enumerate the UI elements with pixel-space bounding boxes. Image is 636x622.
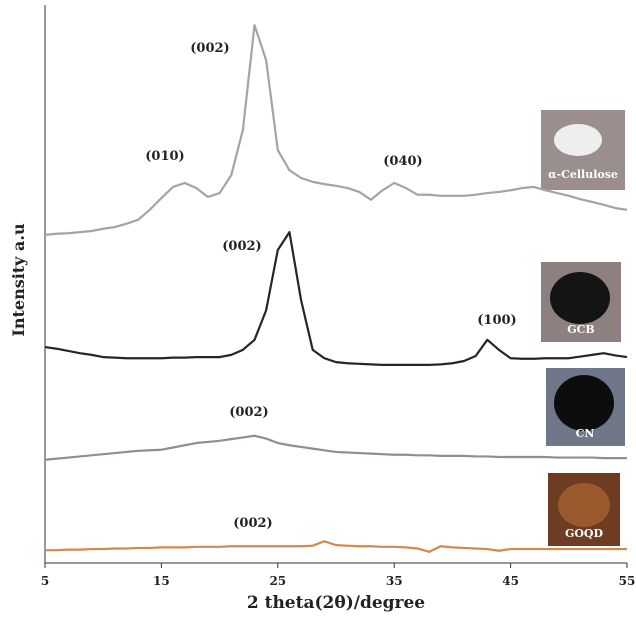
- x-tick-label: 35: [386, 574, 403, 588]
- peak-label: (002): [229, 405, 268, 420]
- peak-label: (010): [145, 149, 184, 164]
- x-tick-label: 15: [153, 574, 170, 588]
- series-line: [45, 540, 627, 553]
- sample-photo-detail: [554, 124, 602, 156]
- sample-label: GOQD: [565, 527, 604, 540]
- peak-label: (040): [383, 154, 422, 169]
- series-line: [44, 231, 628, 367]
- peak-label: (002): [233, 516, 272, 531]
- series-line: [44, 23, 628, 236]
- x-axis-label: 2 theta(2θ)/degree: [247, 593, 425, 613]
- x-tick-label: 5: [41, 574, 49, 588]
- series-line: [44, 434, 627, 461]
- x-tick-label: 25: [269, 574, 286, 588]
- sample-label: CN: [576, 427, 595, 440]
- sample-label: α-Cellulose: [548, 168, 618, 181]
- y-axis-label: Intensity a.u: [9, 223, 28, 337]
- x-tick-label: 45: [502, 574, 519, 588]
- x-tick-label: 55: [619, 574, 636, 588]
- sample-photo-detail: [554, 375, 614, 431]
- sample-photo-detail: [558, 483, 610, 527]
- sample-label: GCB: [567, 323, 594, 336]
- sample-photo-detail: [550, 272, 610, 324]
- peak-label: (002): [190, 41, 229, 56]
- peak-label: (100): [477, 313, 516, 328]
- peak-label: (002): [222, 239, 261, 254]
